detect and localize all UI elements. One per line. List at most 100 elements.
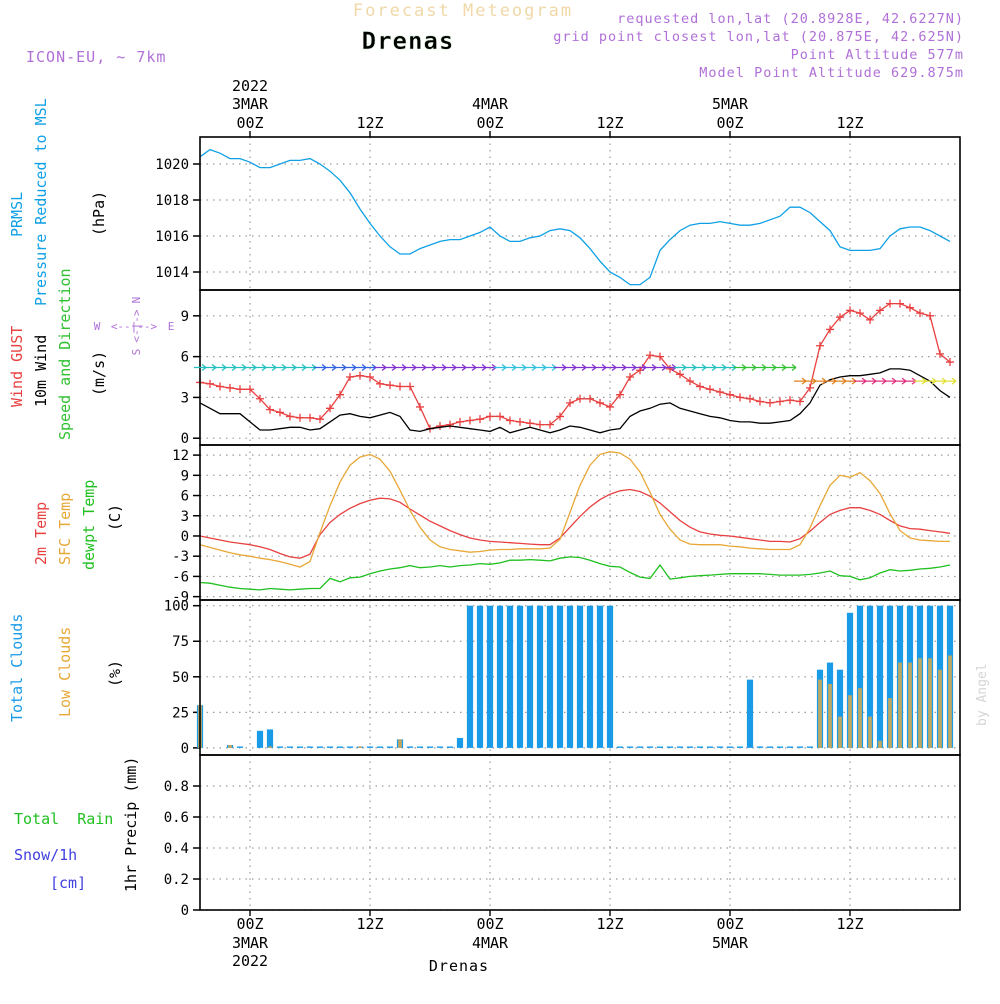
credit-watermark: by Angel: [975, 663, 990, 726]
gust-marker: [716, 387, 724, 396]
bottom-hour-label: 12Z: [356, 915, 383, 933]
y-tick-label: 0.6: [164, 810, 189, 826]
clouds-ylabel: (%): [106, 660, 124, 687]
total-cloud-bar: [716, 746, 724, 748]
gust-marker: [226, 383, 234, 392]
pressure-title-2: Pressure Reduced to MSL: [32, 98, 50, 306]
wind-arrow: [784, 364, 797, 371]
wind-title-2: 10m Wind: [32, 335, 50, 407]
total-cloud-bar: [376, 746, 384, 748]
temp-title-2: SFC Temp: [56, 493, 74, 565]
total-cloud-bar: [446, 746, 454, 748]
top-hour-label: 00Z: [476, 114, 503, 132]
compass-vertical-arrow: <-|->: [130, 309, 143, 342]
bottom-hour-label: 00Z: [476, 915, 503, 933]
temp-title-3: dewpt Temp: [80, 480, 98, 570]
precip-title-2: Snow/1h: [14, 846, 77, 864]
gust-line: [199, 302, 951, 430]
gust-marker: [416, 402, 424, 411]
total-cloud-bar: [306, 746, 314, 748]
low-cloud-bar: [928, 658, 932, 748]
total-cloud-bar: [326, 746, 334, 748]
compass-e-label: E: [168, 320, 175, 333]
total-cloud-bar: [706, 746, 714, 748]
gust-marker: [336, 390, 344, 399]
precip-title-3: [cm]: [50, 874, 86, 892]
temperature-legend: 2m Temp SFC Temp dewpt Temp (C): [32, 480, 124, 570]
gridpoint-coords: grid point closest lon,lat (20.875E, 42.…: [553, 29, 964, 45]
model-altitude: Model Point Altitude 629.875m: [699, 65, 964, 81]
wind-ylabel: (m/s): [90, 351, 108, 396]
gust-marker: [536, 420, 544, 429]
gust-marker: [266, 405, 274, 414]
total-cloud-bar: [756, 746, 764, 748]
dewpt-line: [199, 556, 951, 591]
gust-marker: [346, 373, 354, 382]
wind-direction-arrows: [194, 364, 957, 385]
low-cloud-bar: [858, 688, 862, 748]
clouds-legend: Total Clouds Low Clouds (%): [8, 614, 124, 722]
gust-marker: [466, 416, 474, 425]
y-tick-label: -9: [172, 590, 189, 606]
low-cloud-bar: [948, 655, 952, 748]
total-cloud-bar: [316, 746, 324, 748]
top-day-label: 5MAR: [712, 95, 749, 113]
y-tick-label: 1020: [155, 157, 189, 173]
gust-marker: [696, 382, 704, 391]
y-tick-label: 1014: [155, 265, 189, 281]
total-cloud-bar: [726, 746, 734, 748]
gust-marker: [676, 370, 684, 379]
gust-marker: [856, 309, 864, 318]
gust-marker: [596, 398, 604, 407]
total-cloud-bar: [676, 746, 684, 748]
total-cloud-bar: [496, 605, 504, 748]
total-cloud-bar: [586, 605, 594, 748]
total-cloud-bar: [776, 746, 784, 748]
gust-marker: [486, 412, 494, 421]
gust-marker: [496, 412, 504, 421]
gust-marker: [236, 385, 244, 394]
bottom-year-label: 2022: [232, 952, 268, 970]
y-tick-label: 0: [181, 741, 189, 757]
bottom-time-axis: 00Z 12Z 00Z 12Z 00Z 12Z 3MAR 4MAR 5MAR 2022: [232, 910, 864, 970]
y-tick-label: 100: [164, 599, 189, 615]
gust-marker: [866, 315, 874, 324]
total-cloud-bar: [386, 746, 394, 748]
gust-marker: [306, 413, 314, 422]
top-hour-label: 12Z: [356, 114, 383, 132]
total-cloud-bar: [746, 679, 754, 748]
pressure-frame: [199, 136, 961, 291]
gust-marker: [456, 417, 464, 426]
point-altitude: Point Altitude 577m: [791, 47, 964, 63]
gust-marker: [646, 351, 654, 360]
total-cloud-bar: [256, 730, 264, 748]
total-cloud-bar: [346, 746, 354, 748]
prmsl-line: [199, 148, 951, 286]
gust-marker: [326, 404, 334, 413]
gust-marker: [826, 325, 834, 334]
top-time-axis: 00Z 12Z 00Z 12Z 00Z 12Z 3MAR 4MAR 5MAR 2022: [232, 77, 864, 137]
gust-marker: [616, 390, 624, 399]
gust-marker: [666, 364, 674, 373]
gust-marker: [556, 412, 564, 421]
low-cloud-bar: [878, 740, 882, 748]
total-cloud-bar: [286, 746, 294, 748]
total-cloud-bar: [686, 746, 694, 748]
gust-marker: [356, 371, 364, 380]
bottom-hour-label: 00Z: [716, 915, 743, 933]
gust-marker: [686, 377, 694, 386]
total-cloud-bar: [506, 605, 514, 748]
gust-marker: [506, 416, 514, 425]
gust-marker: [906, 303, 914, 312]
gust-marker: [546, 420, 554, 429]
gust-marker: [586, 394, 594, 403]
gust-marker: [756, 397, 764, 406]
total-cloud-bar: [836, 669, 844, 748]
gust-marker: [286, 412, 294, 421]
total-cloud-bar: [266, 729, 274, 748]
top-hour-label: 12Z: [596, 114, 623, 132]
total-cloud-bar: [786, 746, 794, 748]
low-cloud-bar: [838, 716, 842, 748]
top-hour-label: 12Z: [836, 114, 863, 132]
total-cloud-bar: [406, 746, 414, 748]
